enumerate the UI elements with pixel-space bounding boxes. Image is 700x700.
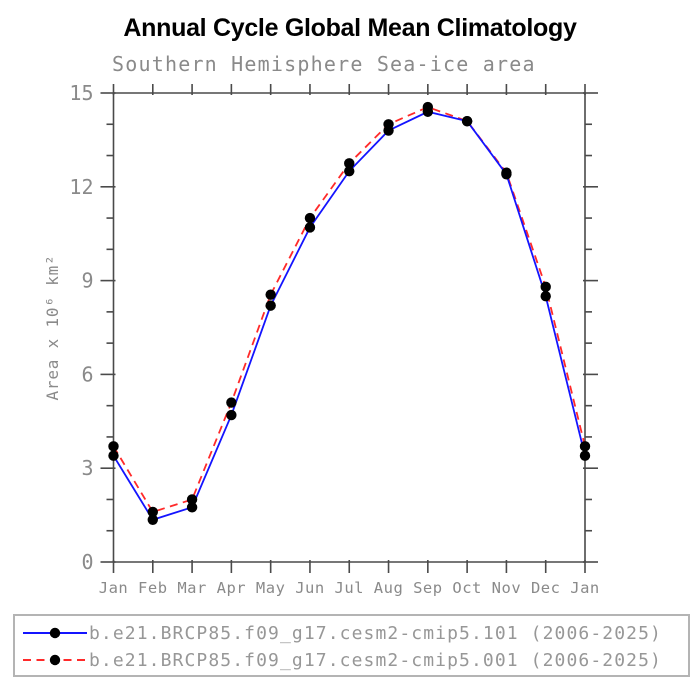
data-point-dot	[540, 281, 551, 293]
series-101-line-sample	[23, 627, 87, 639]
data-point-dot	[186, 494, 198, 505]
x-tick-label: Oct	[452, 579, 482, 597]
data-point-dot	[226, 409, 237, 421]
legend-box: b.e21.BRCP85.f09_g17.cesm2-cmip5.101 (20…	[13, 614, 690, 677]
series-001-line-sample	[23, 654, 87, 666]
legend-item: b.e21.BRCP85.f09_g17.cesm2-cmip5.001 (20…	[19, 646, 684, 674]
data-point-dot	[265, 300, 276, 311]
legend-label: b.e21.BRCP85.f09_g17.cesm2-cmip5.101 (20…	[89, 622, 662, 644]
y-tick-label: 3	[81, 456, 93, 480]
data-point-dot	[304, 212, 316, 224]
legend-marker-dot	[49, 654, 61, 666]
data-point-dot	[344, 165, 355, 177]
data-point-dot	[501, 167, 512, 178]
data-point-dot	[461, 115, 473, 127]
x-tick-label: Mar	[177, 579, 207, 597]
data-point-dot	[108, 441, 119, 452]
x-tick-label: Aug	[374, 579, 404, 597]
legend-item: b.e21.BRCP85.f09_g17.cesm2-cmip5.101 (20…	[19, 619, 684, 647]
y-tick-labels: 0 3 6 9 12 15	[69, 81, 93, 574]
y-axis-ticks-right	[583, 92, 598, 563]
data-point-dot	[579, 441, 591, 452]
y-tick-label: 6	[81, 362, 93, 386]
y-tick-label: 9	[81, 269, 93, 293]
x-tick-label: Sep	[413, 579, 443, 597]
plot-area: Jan Feb Mar Apr May Jun Jul Aug Sep Oct Nov Dec Jan 0…	[43, 81, 600, 597]
chart-title: Annual Cycle Global Mean Climatology	[123, 14, 577, 42]
y-axis-title: Area x 10⁶ km²	[43, 254, 62, 400]
y-tick-label: 15	[69, 81, 93, 105]
x-tick-label: Jan	[99, 579, 129, 597]
y-axis-ticks-left	[100, 92, 116, 563]
y-tick-label: 12	[69, 175, 93, 199]
y-tick-label: 0	[81, 550, 93, 574]
x-tick-label: Dec	[531, 579, 561, 597]
data-point-dot	[344, 158, 355, 169]
data-point-dot	[147, 514, 158, 525]
x-tick-label: Apr	[217, 579, 247, 597]
x-tick-label: Feb	[138, 579, 168, 597]
data-point-dot	[147, 506, 158, 518]
x-tick-label: Jul	[335, 579, 365, 597]
data-point-dot	[265, 289, 276, 300]
legend-marker-dot	[49, 627, 61, 639]
data-point-dot	[422, 101, 434, 113]
legend-label: b.e21.BRCP85.f09_g17.cesm2-cmip5.001 (20…	[89, 649, 662, 671]
data-point-dot	[226, 397, 237, 408]
x-tick-label: Jan	[570, 579, 600, 597]
data-point-dot	[108, 450, 119, 461]
x-tick-label: Nov	[492, 579, 522, 597]
data-point-dot	[540, 291, 551, 302]
chart-subtitle: Southern Hemisphere Sea-ice area	[112, 52, 536, 76]
x-tick-labels: Jan Feb Mar Apr May Jun Jul Aug Sep Oct Nov Dec Jan	[99, 579, 600, 597]
x-tick-label: Jun	[295, 579, 325, 597]
data-point-dot	[383, 119, 394, 130]
data-point-dot	[579, 450, 591, 461]
data-point-markers	[108, 101, 591, 525]
x-tick-label: May	[256, 579, 286, 597]
data-point-dot	[304, 222, 316, 233]
data-point-dot	[186, 502, 198, 513]
